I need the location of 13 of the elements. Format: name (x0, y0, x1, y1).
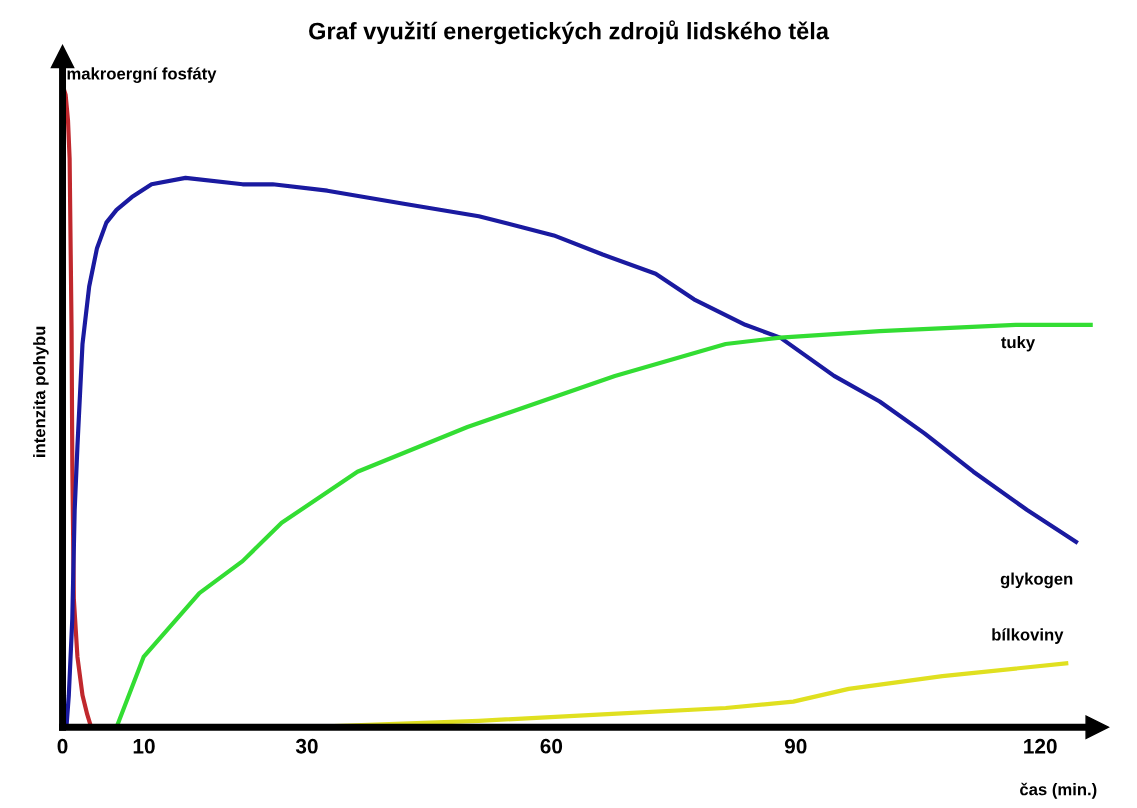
series-label: bílkoviny (992, 628, 1064, 644)
x-tick-label: 0 (57, 738, 68, 754)
x-tick-label: 30 (295, 738, 318, 754)
series-label: glykogen (1000, 572, 1073, 589)
series-label: makroergní fosfáty (67, 67, 217, 83)
x-tick-label: 120 (1024, 738, 1057, 754)
x-tick-label: 90 (784, 738, 807, 754)
x-tick-label: 10 (133, 738, 155, 754)
series-label: tuky (1001, 335, 1036, 352)
x-axis-title: čas (min.) (1020, 782, 1097, 799)
chart-title: Graf využití energetických zdrojů lidského těla (309, 20, 830, 45)
x-tick-label: 60 (540, 738, 563, 754)
y-axis-title: intenzita pohybu (33, 326, 49, 457)
